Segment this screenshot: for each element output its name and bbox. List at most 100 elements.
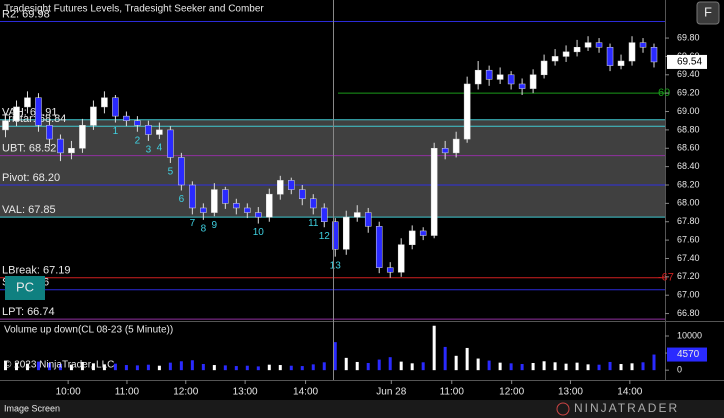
y-tick-label: 68.20 xyxy=(677,179,700,189)
candle-body xyxy=(419,230,427,236)
candle-body xyxy=(353,212,361,218)
candle-body xyxy=(617,60,625,66)
candle-body xyxy=(167,129,174,158)
chart-title: Tradesight Futures Levels, Tradesight Se… xyxy=(4,4,264,15)
count-label: 6 xyxy=(179,194,185,205)
candle-body xyxy=(595,42,603,48)
candle-body xyxy=(200,207,207,213)
candle-body xyxy=(13,106,20,121)
volume-bar xyxy=(597,364,601,371)
menu-button-label[interactable]: F xyxy=(704,4,712,19)
x-tick-label: 12:00 xyxy=(499,387,524,398)
candle-body xyxy=(288,180,295,190)
y-tick-label: 68.00 xyxy=(677,198,700,208)
volume-bar xyxy=(289,365,293,371)
count-label: 11 xyxy=(308,218,319,229)
volume-bar xyxy=(465,347,469,371)
candle-body xyxy=(244,207,251,213)
candle-body xyxy=(266,193,273,218)
candle-body xyxy=(364,212,372,227)
candle-body xyxy=(452,138,460,154)
volume-bar xyxy=(531,362,535,371)
volume-bar xyxy=(113,363,117,371)
volume-bar xyxy=(322,362,326,371)
candle-body xyxy=(35,97,42,126)
current-price-box xyxy=(667,54,707,69)
count-label: 8 xyxy=(201,224,207,235)
volume-bar xyxy=(146,364,150,371)
volume-bar xyxy=(487,360,491,371)
x-tick-label: 11:00 xyxy=(115,387,140,398)
count-label: 3 xyxy=(146,145,152,156)
level-right-label: -67 xyxy=(658,272,674,284)
volume-bar xyxy=(652,354,656,371)
candle-body xyxy=(496,74,504,80)
count-label: 5 xyxy=(168,167,174,178)
volume-bar xyxy=(190,360,194,371)
count-label: 10 xyxy=(253,227,265,238)
y-tick-label: 67.80 xyxy=(677,216,700,226)
level-label: Pivot: 68.20 xyxy=(2,172,60,184)
level-label: VAL: 67.85 xyxy=(2,204,56,216)
volume-bar xyxy=(333,342,337,371)
pc-badge[interactable] xyxy=(5,276,45,300)
candle-body xyxy=(584,42,592,48)
candle-body xyxy=(134,120,141,126)
volume-bar xyxy=(366,362,370,371)
pc-badge-label[interactable]: PC xyxy=(16,279,34,294)
volume-bar xyxy=(509,363,513,371)
volume-bar xyxy=(641,362,645,371)
x-tick-label: 14:00 xyxy=(293,387,318,398)
volume-bar xyxy=(542,361,546,371)
candle-body xyxy=(441,148,449,154)
copyright: © 2023 NinjaTrader, LLC xyxy=(4,360,114,371)
y-tick-label: 69.20 xyxy=(677,88,700,98)
candle-body xyxy=(650,46,658,63)
volume-bar xyxy=(102,364,106,371)
value-area xyxy=(0,119,665,218)
volume-bar xyxy=(69,364,73,371)
candle-body xyxy=(79,125,86,149)
volume-bar xyxy=(355,361,359,371)
candle-body xyxy=(518,83,526,89)
volume-bar xyxy=(179,361,183,371)
volume-bar xyxy=(245,365,249,371)
volume-bar xyxy=(91,363,95,371)
candle-body xyxy=(606,46,614,66)
x-tick-label: 10:00 xyxy=(56,387,81,398)
level-label: LBreak: 67.19 xyxy=(2,265,71,277)
candle-body xyxy=(156,129,163,135)
volume-bar xyxy=(311,364,315,371)
candle-body xyxy=(24,97,31,108)
candle-body xyxy=(408,230,416,245)
menu-button[interactable] xyxy=(696,1,720,25)
candle-body xyxy=(68,148,75,154)
volume-bar xyxy=(300,366,304,371)
candle-body xyxy=(277,180,284,195)
volume-bar xyxy=(443,346,447,371)
volume-bar xyxy=(14,362,18,371)
volume-bar xyxy=(553,362,557,371)
candle-body xyxy=(639,42,647,48)
volume-bar xyxy=(267,364,271,371)
y-tick-label: 69.40 xyxy=(677,69,700,79)
candle-body xyxy=(211,189,218,213)
y-tick-label: 67.60 xyxy=(677,234,700,244)
candle-body xyxy=(551,56,559,62)
volume-bar xyxy=(344,357,348,371)
current-volume-label: 4570 xyxy=(677,349,700,360)
candle-body xyxy=(540,60,548,76)
candle-body xyxy=(233,203,240,209)
candle-body xyxy=(90,106,97,126)
volume-bar xyxy=(630,363,634,371)
candle-body xyxy=(46,125,53,140)
volume-bar xyxy=(498,362,502,371)
volume-bar xyxy=(410,363,414,371)
candle-body xyxy=(123,115,130,121)
candle-body xyxy=(474,69,482,85)
candle-body xyxy=(430,148,438,236)
candle-body xyxy=(628,42,636,62)
candle-body xyxy=(2,120,9,131)
candle-body xyxy=(178,157,185,186)
